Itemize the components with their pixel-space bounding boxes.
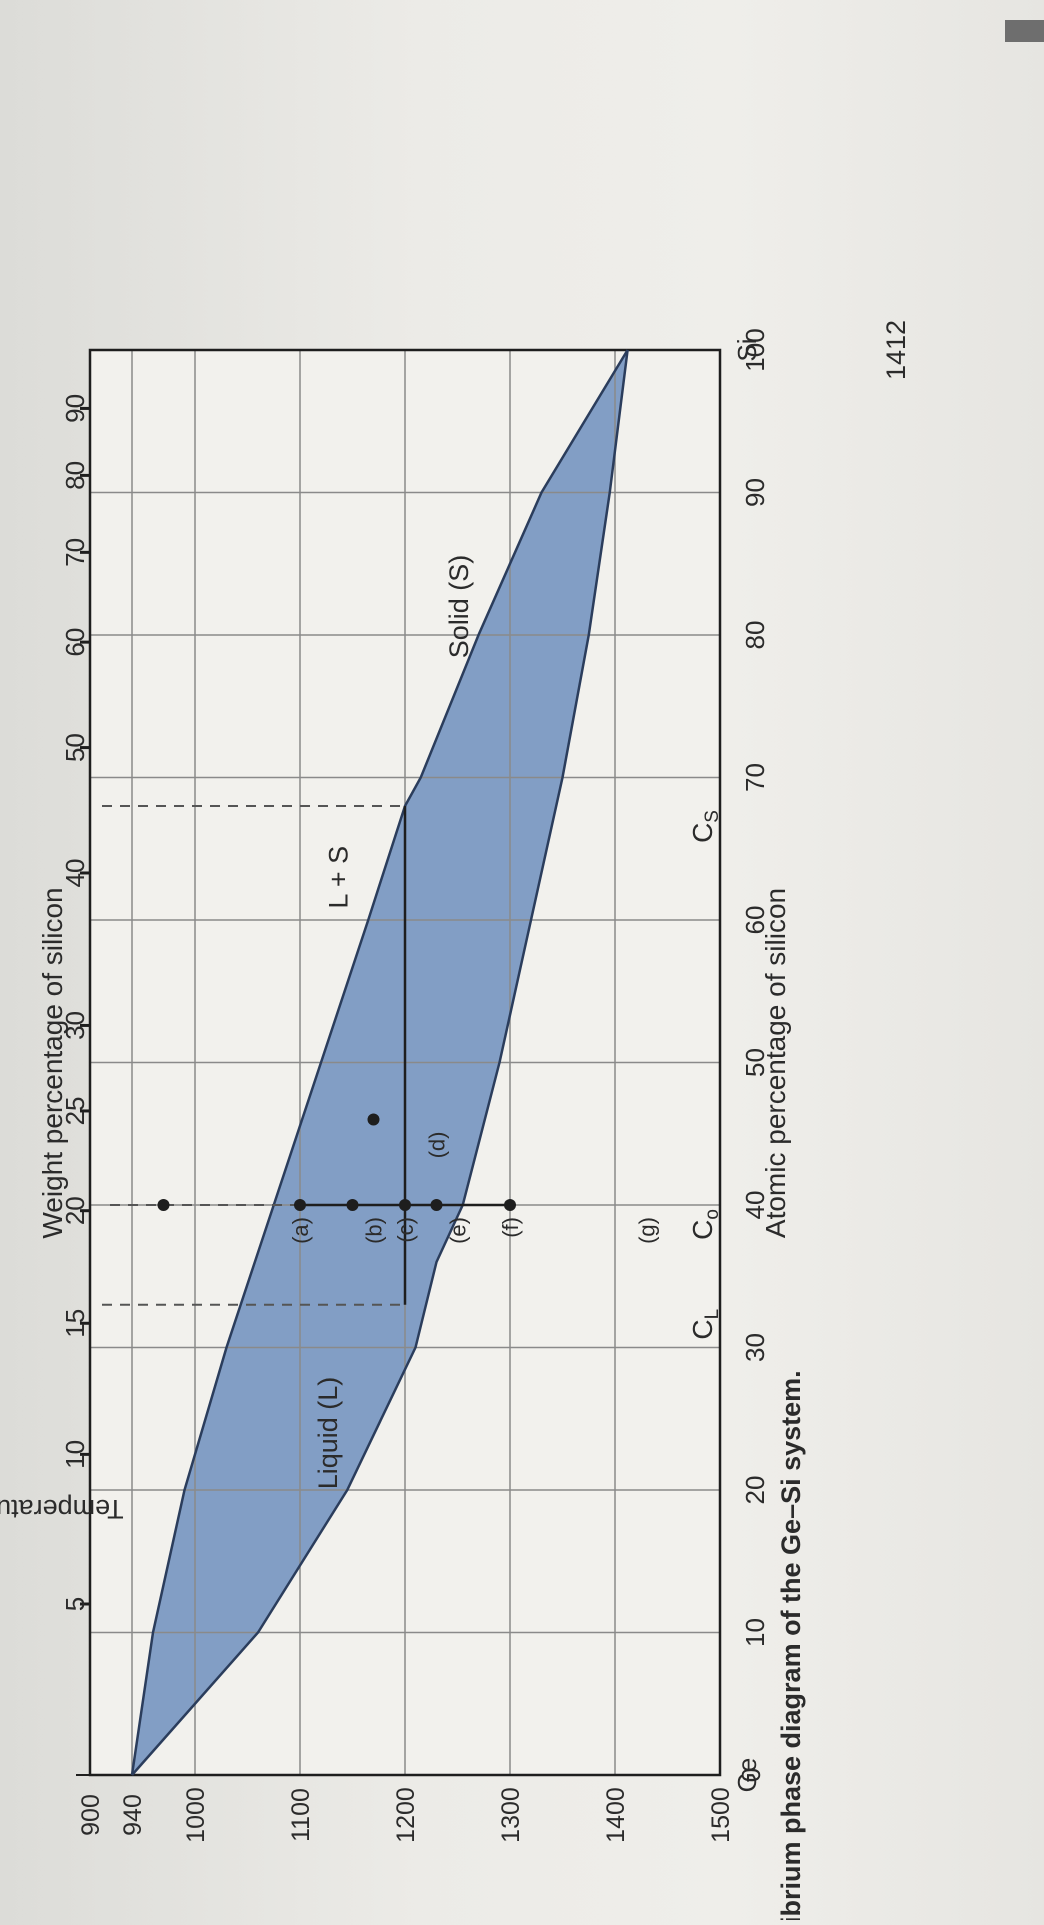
x-tick-label: 0 (736, 1768, 766, 1782)
weight-tick-labels: 5 10 15 20 25 30 40 50 60 70 80 90 (60, 394, 90, 1611)
x-tick-label: 80 (740, 621, 770, 650)
x-tick-label: 90 (740, 478, 770, 507)
phase-boundaries (102, 349, 629, 1776)
y-tick-label: 1400 (602, 1787, 630, 1843)
point-label: (c) (393, 1217, 418, 1243)
weight-tick-label: 25 (60, 1096, 90, 1125)
weight-tick-label: 60 (60, 628, 90, 657)
composition-markers: CL Co CS (687, 810, 723, 1340)
weight-tick-label: 5 (60, 1597, 90, 1611)
y-tick-label: 940 (119, 1794, 147, 1836)
solidus-curve (130, 349, 629, 1776)
x-tick-labels: 10 20 30 40 50 60 70 80 90 100 0 (736, 328, 770, 1782)
composition-marker-label: Co (687, 1209, 723, 1240)
state-point (504, 1199, 516, 1211)
point-label: (f) (498, 1217, 523, 1238)
point-label: (d) (425, 1132, 450, 1159)
point-label: (a) (288, 1217, 313, 1244)
composition-marker-label: CL (687, 1309, 723, 1340)
y-tick-labels: 900 940 1000 1100 1200 1300 1400 1500 (77, 1787, 735, 1843)
ge-end-label: Ge (732, 1758, 762, 1793)
x-tick-label: 30 (740, 1333, 770, 1362)
y-tick-label: 1200 (392, 1787, 420, 1843)
x-tick-label: 60 (740, 906, 770, 935)
point-label: (g) (635, 1217, 660, 1244)
x-tick-label: 100 (740, 328, 770, 371)
y-tick-label: 1300 (497, 1787, 525, 1843)
point-label: (b) (362, 1217, 387, 1244)
weight-tick-label: 15 (60, 1309, 90, 1338)
weight-tick-label: 20 (60, 1196, 90, 1225)
si-end-label: Si (732, 338, 762, 361)
weight-tick-label: 90 (60, 394, 90, 423)
weight-tick-label: 30 (60, 1011, 90, 1040)
x-axis-label: Atomic percentage of silicon (760, 888, 791, 1238)
weight-tick-label: 80 (60, 461, 90, 490)
weight-tick-label: 40 (60, 859, 90, 888)
y-tick-label: 900 (77, 1794, 105, 1836)
weight-tick-label: 10 (60, 1440, 90, 1469)
state-point (157, 1199, 170, 1211)
state-point (399, 1199, 411, 1211)
x-tick-label: 10 (740, 1618, 770, 1647)
state-point (367, 1113, 380, 1126)
region-label: Liquid (L) (313, 1377, 343, 1490)
point-label: (e) (446, 1217, 471, 1244)
caption: Equilibrium phase diagram of the Ge–Si s… (776, 1370, 806, 1920)
y-axis-label: Temperature (°C) (0, 1494, 124, 1524)
composition-marker-label: CS (687, 810, 723, 843)
x-tick-label: 70 (740, 763, 770, 792)
x-tick-label: 50 (740, 1048, 770, 1077)
state-points (157, 1113, 516, 1211)
weight-tick-label: 50 (60, 733, 90, 762)
x-tick-label: 40 (740, 1191, 770, 1220)
state-point (294, 1199, 306, 1211)
region-label: Solid (S) (444, 555, 474, 659)
weight-axis-label: Weight percentage of silicon (37, 887, 68, 1238)
region-label: L + S (323, 846, 353, 909)
x-tick-label: 20 (740, 1476, 770, 1505)
region-labels: Liquid (L) L + S Solid (S) (313, 555, 474, 1490)
plot-frame (88, 348, 722, 1777)
y-tick-label: 1100 (287, 1788, 315, 1842)
state-point (430, 1199, 443, 1211)
weight-tick-label: 70 (60, 538, 90, 567)
y-tick-label: 1000 (182, 1787, 210, 1843)
y-tick-label: 1500 (707, 1787, 735, 1843)
state-point (346, 1199, 359, 1211)
liquidus-curve (131, 349, 629, 1776)
si-melting-point-label: 1412 (881, 320, 911, 380)
page-edge-tab (1005, 20, 1044, 42)
point-labels: (a) (b) (c) (d) (e) (f) (g) (288, 1132, 660, 1244)
